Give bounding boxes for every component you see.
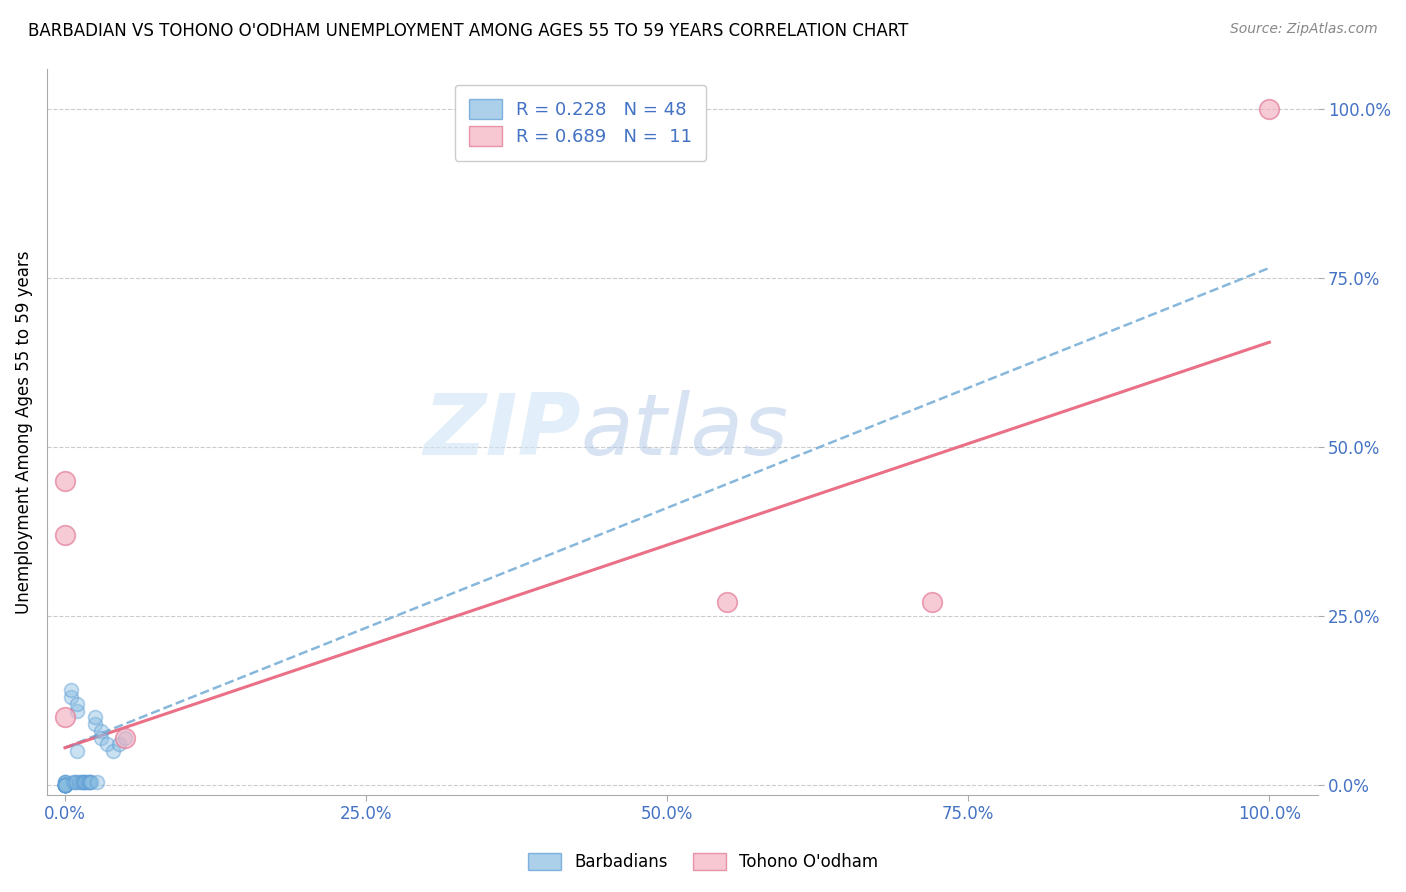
Point [72, 774, 94, 789]
Point [108, 738, 131, 752]
Text: Source: ZipAtlas.com: Source: ZipAtlas.com [1230, 22, 1378, 37]
Point [114, 731, 136, 745]
Point [53, 778, 76, 792]
Point [921, 595, 943, 609]
Point [65, 774, 87, 789]
Point [66, 704, 89, 718]
Point [66, 697, 89, 711]
Point [84, 717, 107, 731]
Point [86, 774, 108, 789]
Point [53, 778, 76, 792]
Point [53, 778, 76, 792]
Point [53, 778, 76, 792]
Point [53, 778, 76, 792]
Point [80, 774, 103, 789]
Point [101, 744, 124, 758]
Point [53, 778, 76, 792]
Point [90, 723, 112, 738]
Point [53, 528, 76, 542]
Point [96, 738, 118, 752]
Point [1258, 102, 1281, 116]
Text: ZIP: ZIP [423, 391, 581, 474]
Point [84, 710, 107, 724]
Point [77, 774, 100, 789]
Y-axis label: Unemployment Among Ages 55 to 59 years: Unemployment Among Ages 55 to 59 years [15, 250, 32, 614]
Point [66, 744, 89, 758]
Point [53, 778, 76, 792]
Point [53, 778, 76, 792]
Point [53, 774, 76, 789]
Point [53, 710, 76, 724]
Text: BARBADIAN VS TOHONO O'ODHAM UNEMPLOYMENT AMONG AGES 55 TO 59 YEARS CORRELATION C: BARBADIAN VS TOHONO O'ODHAM UNEMPLOYMENT… [28, 22, 908, 40]
Point [53, 474, 76, 488]
Point [75, 774, 97, 789]
Point [59, 683, 82, 698]
Point [79, 774, 101, 789]
Point [73, 774, 96, 789]
Point [90, 731, 112, 745]
Point [53, 774, 76, 789]
Legend: Barbadians, Tohono O'odham: Barbadians, Tohono O'odham [519, 845, 887, 880]
Point [53, 778, 76, 792]
Point [76, 774, 98, 789]
Point [53, 774, 76, 789]
Point [53, 778, 76, 792]
Point [59, 690, 82, 704]
Point [67, 774, 90, 789]
Point [53, 778, 76, 792]
Point [72, 774, 94, 789]
Point [53, 778, 76, 792]
Point [53, 778, 76, 792]
Point [62, 774, 84, 789]
Text: atlas: atlas [581, 391, 789, 474]
Point [716, 595, 738, 609]
Point [114, 731, 136, 745]
Point [63, 774, 86, 789]
Point [77, 774, 100, 789]
Point [53, 778, 76, 792]
Point [53, 778, 76, 792]
Point [53, 778, 76, 792]
Point [69, 774, 91, 789]
Legend: R = 0.228   N = 48, R = 0.689   N =  11: R = 0.228 N = 48, R = 0.689 N = 11 [454, 85, 706, 161]
Point [53, 778, 76, 792]
